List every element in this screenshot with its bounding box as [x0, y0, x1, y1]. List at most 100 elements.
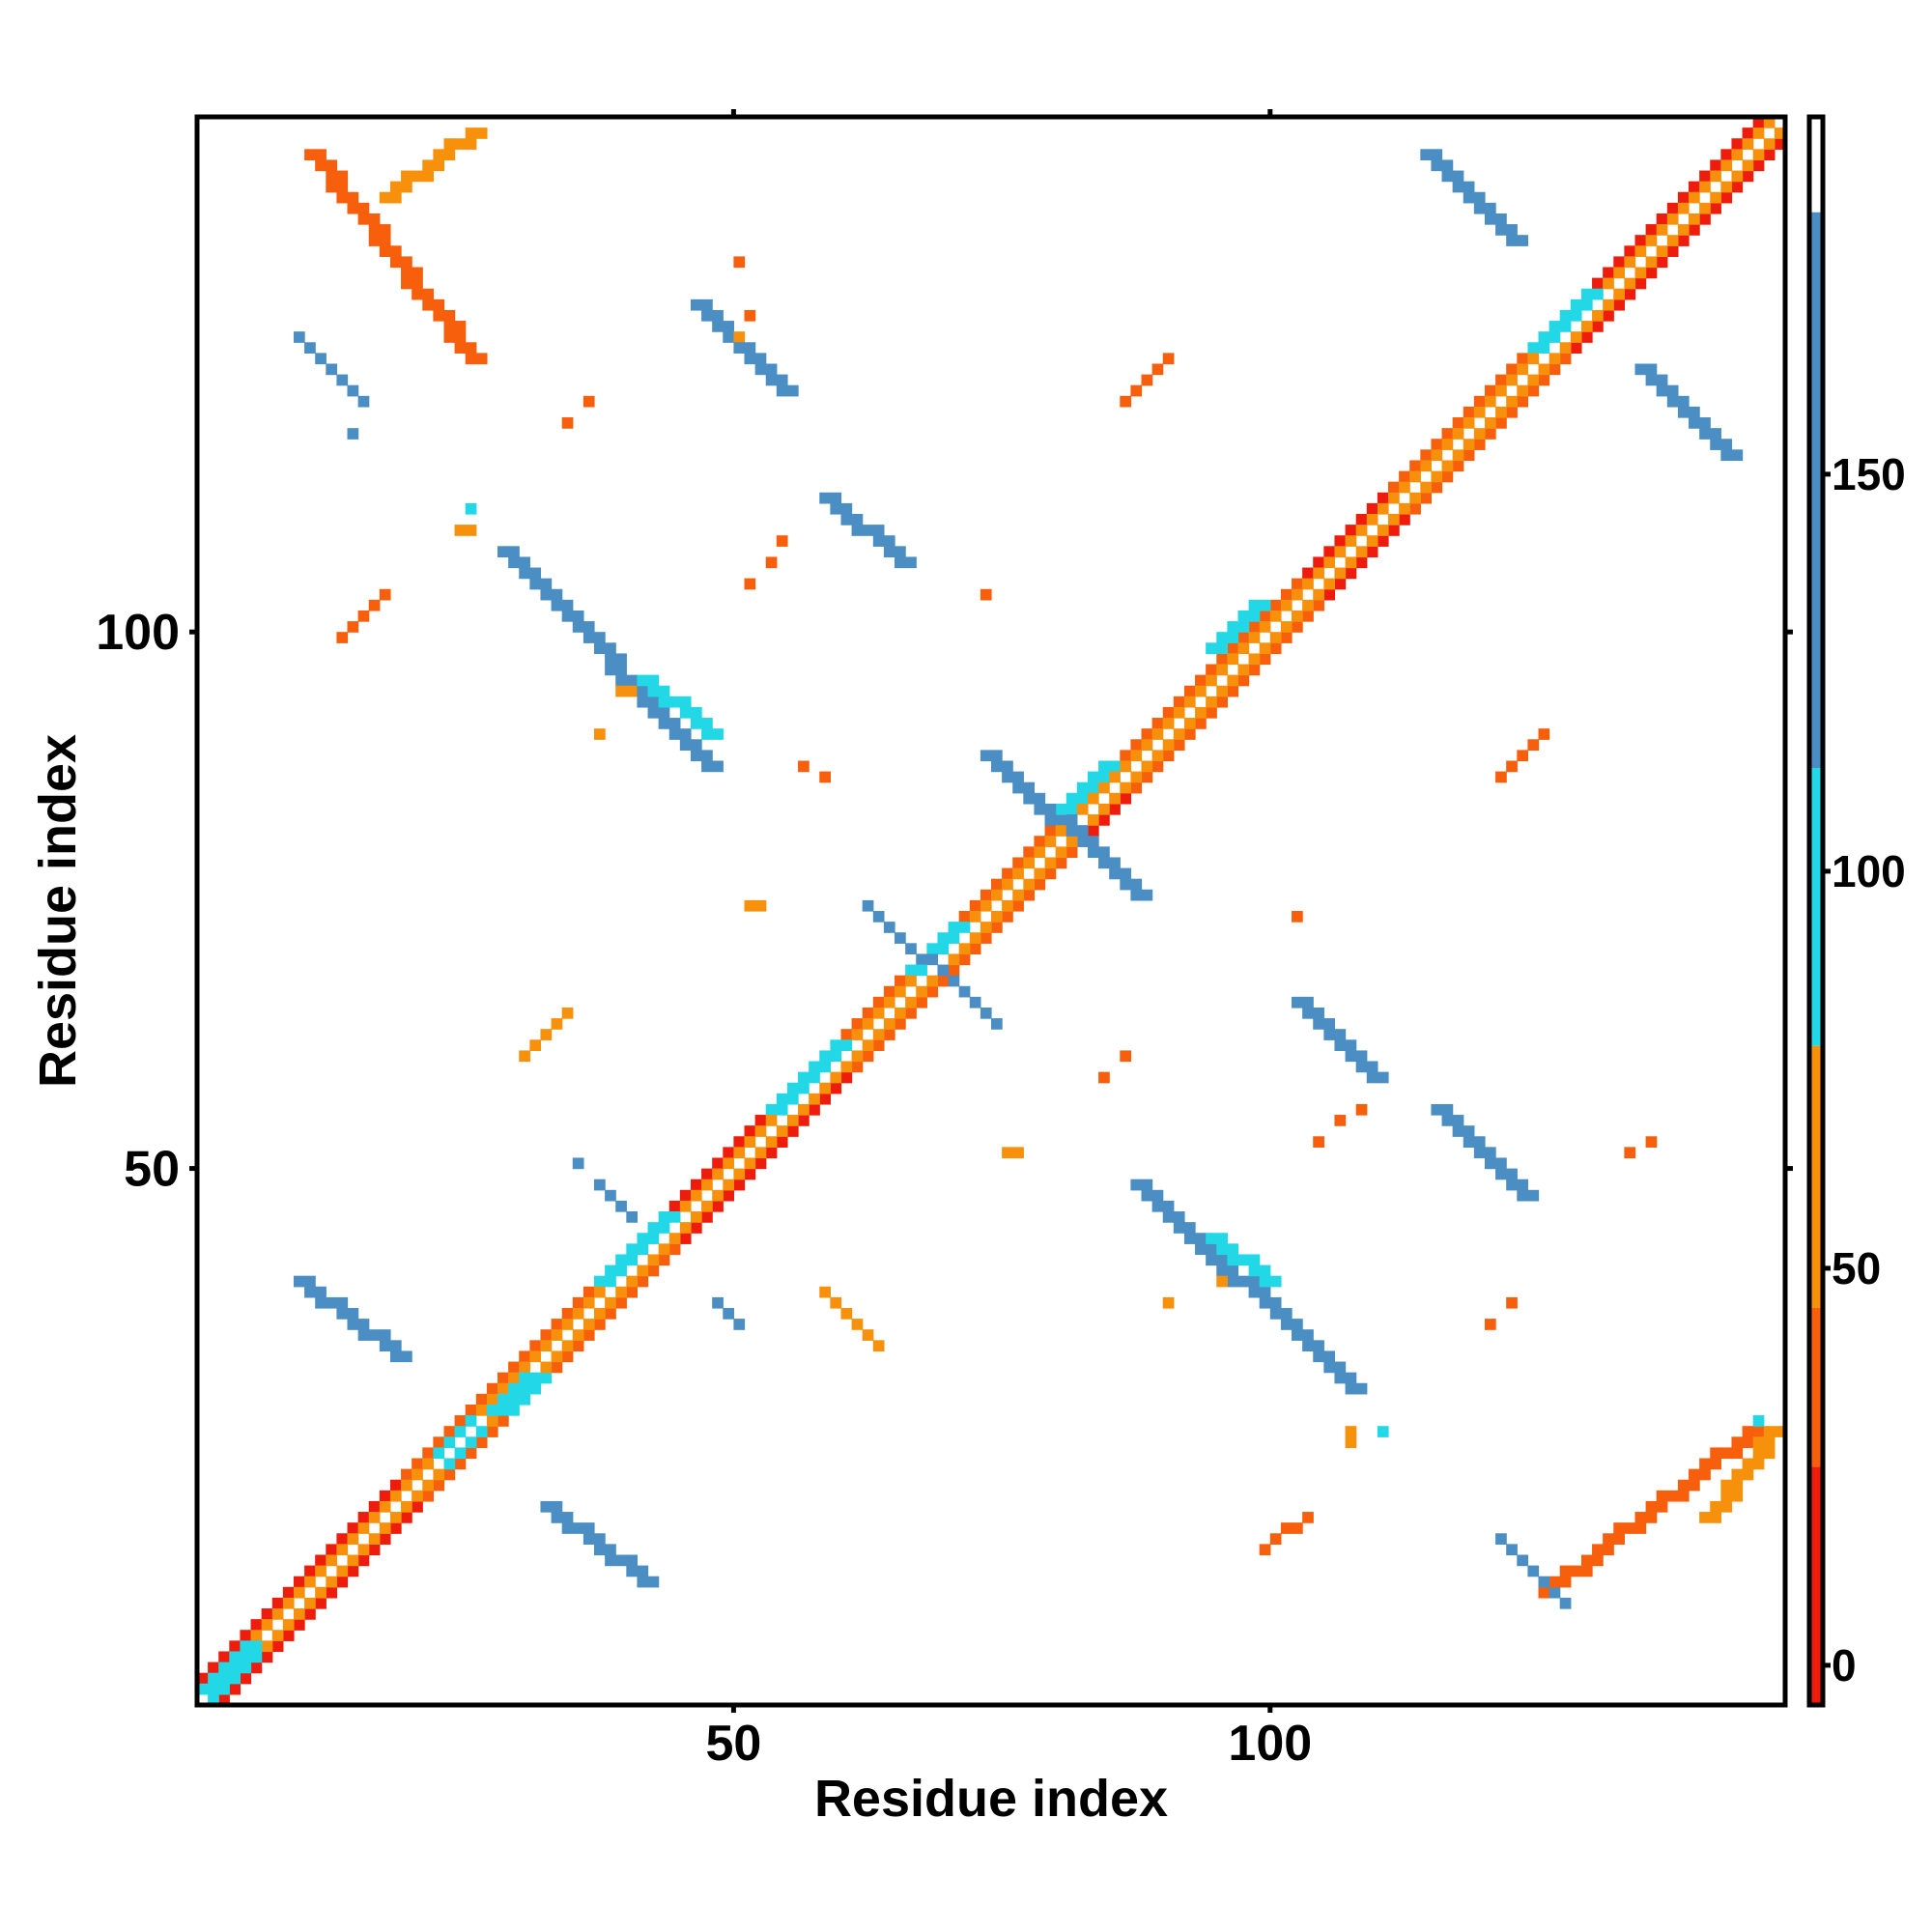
heatmap-cell — [1484, 428, 1496, 440]
heatmap-cell — [1517, 1179, 1529, 1191]
heatmap-cell — [347, 1565, 359, 1577]
heatmap-cell — [1634, 1522, 1647, 1534]
heatmap-cell — [1720, 449, 1733, 462]
heatmap-cell — [1720, 1447, 1733, 1460]
heatmap-cell — [572, 1296, 584, 1309]
heatmap-cell — [218, 1651, 230, 1663]
heatmap-cell — [1731, 1490, 1744, 1502]
heatmap-cell — [883, 985, 895, 998]
heatmap-cell — [1355, 556, 1368, 569]
heatmap-cell — [980, 899, 992, 912]
heatmap-cell — [948, 922, 960, 933]
heatmap-cell — [1334, 567, 1347, 580]
heatmap-cell — [443, 331, 456, 343]
heatmap-cell — [582, 621, 595, 633]
heatmap-cell — [895, 556, 906, 569]
heatmap-cell — [1548, 363, 1561, 376]
heatmap-cell — [1002, 771, 1013, 783]
heatmap-cell — [980, 750, 992, 762]
colorbar-tick-label: 100 — [1832, 846, 1906, 896]
heatmap-cell — [551, 599, 563, 611]
heatmap-cell — [540, 1372, 553, 1384]
colorbar-tick-label: 150 — [1832, 449, 1906, 499]
heatmap-cell — [1463, 191, 1475, 204]
heatmap-cell — [1592, 1544, 1604, 1556]
heatmap-cell — [1216, 642, 1228, 655]
heatmap-cell — [1098, 846, 1110, 859]
heatmap-cell — [561, 1340, 574, 1352]
heatmap-cell — [1206, 642, 1217, 655]
heatmap-cell — [529, 1340, 542, 1352]
heatmap-cell — [851, 1018, 864, 1030]
heatmap-cell — [422, 1447, 434, 1460]
heatmap-cell — [1409, 460, 1421, 472]
heatmap-cell — [1044, 825, 1057, 837]
heatmap-cell — [357, 1544, 370, 1556]
heatmap-cell — [809, 1103, 820, 1116]
heatmap-cell — [819, 1061, 831, 1073]
heatmap-cell — [605, 1275, 616, 1288]
heatmap-cell — [958, 953, 971, 966]
heatmap-cell — [1259, 1544, 1271, 1556]
heatmap-cell — [1452, 449, 1464, 462]
heatmap-cell — [895, 975, 906, 987]
heatmap-cell — [1580, 288, 1593, 300]
heatmap-cell — [465, 353, 477, 365]
heatmap-cell — [1559, 353, 1572, 365]
heatmap-cell — [315, 1296, 327, 1309]
heatmap-cell — [991, 889, 1003, 901]
heatmap-cell — [1720, 149, 1733, 161]
heatmap-cell — [218, 1683, 230, 1695]
heatmap-cell — [1699, 1468, 1711, 1481]
heatmap-cell — [1763, 149, 1776, 161]
heatmap-cell — [240, 1662, 252, 1674]
heatmap-cell — [830, 1296, 842, 1309]
heatmap-cell — [347, 1554, 359, 1567]
heatmap-cell — [465, 1404, 477, 1416]
heatmap-cell — [1742, 1436, 1754, 1449]
heatmap-cell — [1355, 1103, 1368, 1116]
heatmap-cell — [433, 149, 445, 161]
heatmap-cell — [465, 138, 477, 150]
heatmap-cell — [668, 696, 681, 708]
heatmap-cell — [315, 159, 327, 172]
heatmap-cell — [1141, 1189, 1153, 1202]
heatmap-cell — [1151, 1200, 1164, 1212]
heatmap-cell — [336, 1308, 349, 1320]
heatmap-cell — [1677, 202, 1690, 214]
heatmap-cell — [1559, 321, 1572, 332]
heatmap-cell — [1527, 384, 1540, 397]
heatmap-cell — [637, 1565, 649, 1577]
heatmap-cell — [1666, 202, 1679, 214]
heatmap-cell — [1237, 632, 1250, 643]
heatmap-cell — [1323, 1029, 1336, 1040]
heatmap-cell — [1098, 781, 1110, 794]
heatmap-cell — [1484, 417, 1496, 429]
heatmap-cell — [1055, 803, 1067, 815]
heatmap-cell — [465, 1415, 477, 1427]
heatmap-cell — [1634, 277, 1647, 290]
heatmap-cell — [412, 277, 423, 290]
heatmap-cell — [895, 932, 906, 944]
heatmap-cell — [819, 1093, 831, 1105]
heatmap-cell — [733, 1319, 746, 1330]
heatmap-cell — [1023, 878, 1036, 891]
heatmap-cell — [582, 1296, 595, 1309]
heatmap-cell — [1473, 428, 1486, 440]
heatmap-cell — [1012, 889, 1024, 901]
heatmap-cell — [647, 696, 660, 708]
heatmap-cell — [1666, 235, 1679, 246]
heatmap-cell — [1452, 1115, 1464, 1126]
heatmap-cell — [1173, 696, 1185, 708]
heatmap-cell — [1720, 181, 1733, 193]
heatmap-cell — [1227, 1275, 1239, 1288]
heatmap-cell — [1624, 1147, 1636, 1159]
heatmap-cell — [1206, 674, 1217, 687]
heatmap-cell — [1120, 750, 1132, 762]
heatmap-cell — [508, 1393, 520, 1406]
heatmap-cell — [1183, 696, 1196, 708]
heatmap-cell — [1731, 149, 1744, 161]
heatmap-cell — [293, 1275, 305, 1288]
heatmap-cell — [357, 610, 370, 622]
heatmap-cell — [1570, 309, 1582, 322]
